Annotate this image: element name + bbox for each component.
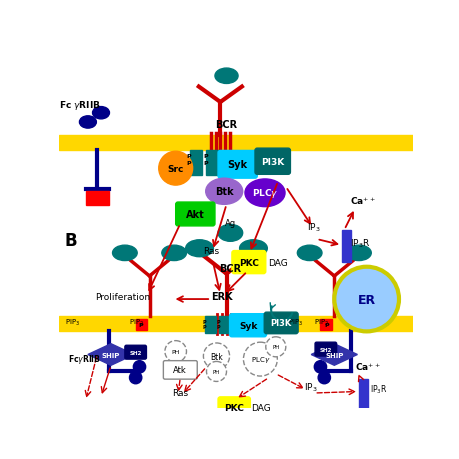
Bar xyxy=(59,316,412,332)
Text: IP$_3$R: IP$_3$R xyxy=(349,237,369,249)
Text: Ca$^{++}$: Ca$^{++}$ xyxy=(349,195,375,207)
Circle shape xyxy=(206,362,226,381)
Circle shape xyxy=(334,267,398,332)
Text: P: P xyxy=(203,154,207,159)
Text: PI3K: PI3K xyxy=(270,319,291,328)
Text: SH2: SH2 xyxy=(319,347,331,352)
FancyBboxPatch shape xyxy=(263,313,297,334)
Text: DAG: DAG xyxy=(251,403,270,412)
Text: SHIP: SHIP xyxy=(101,352,120,358)
Text: P: P xyxy=(139,322,143,327)
Text: PIP$_3$: PIP$_3$ xyxy=(287,317,303,328)
Text: P: P xyxy=(202,325,206,330)
Text: BCR: BCR xyxy=(215,120,237,130)
Circle shape xyxy=(203,343,229,369)
Text: BCR: BCR xyxy=(219,263,241,274)
Text: Akt: Akt xyxy=(186,209,205,219)
Text: ER: ER xyxy=(357,293,375,306)
Ellipse shape xyxy=(79,117,96,129)
Ellipse shape xyxy=(239,240,267,257)
Ellipse shape xyxy=(92,107,109,120)
Text: SH2: SH2 xyxy=(129,350,141,355)
Text: Ca$^{++}$: Ca$^{++}$ xyxy=(354,360,380,372)
Ellipse shape xyxy=(129,372,141,384)
Ellipse shape xyxy=(133,361,146,373)
Ellipse shape xyxy=(112,246,137,261)
FancyBboxPatch shape xyxy=(314,342,336,356)
Text: Proliferation: Proliferation xyxy=(95,292,151,302)
Text: PIP$_3$: PIP$_3$ xyxy=(65,317,80,328)
Text: IP$_3$R: IP$_3$R xyxy=(369,383,387,396)
Circle shape xyxy=(165,341,186,363)
Text: DAG: DAG xyxy=(268,258,287,267)
Ellipse shape xyxy=(297,246,321,261)
FancyBboxPatch shape xyxy=(218,151,257,179)
Text: PH: PH xyxy=(171,349,179,354)
FancyBboxPatch shape xyxy=(229,314,266,337)
Bar xyxy=(205,316,215,333)
Bar xyxy=(189,151,202,176)
Text: PIP$_2$: PIP$_2$ xyxy=(129,317,145,328)
Text: Src: Src xyxy=(167,164,184,174)
Text: PKC: PKC xyxy=(238,258,258,267)
Ellipse shape xyxy=(205,179,242,205)
Text: P: P xyxy=(324,322,328,327)
Text: Ras: Ras xyxy=(172,388,188,397)
Text: P: P xyxy=(216,325,220,330)
Polygon shape xyxy=(311,344,357,365)
Text: PH: PH xyxy=(272,345,279,350)
Text: B: B xyxy=(65,232,77,250)
Ellipse shape xyxy=(313,361,326,373)
Text: P: P xyxy=(203,161,207,166)
Bar xyxy=(135,319,147,330)
Text: PLC$\gamma$: PLC$\gamma$ xyxy=(250,354,269,364)
Text: Btk: Btk xyxy=(214,187,233,197)
Bar xyxy=(358,379,367,409)
Text: ERK: ERK xyxy=(211,291,232,302)
FancyBboxPatch shape xyxy=(231,251,265,274)
Text: Ras: Ras xyxy=(203,246,219,255)
Ellipse shape xyxy=(162,246,186,261)
Text: PIP$_2$: PIP$_2$ xyxy=(313,317,329,328)
Bar xyxy=(59,136,412,151)
Circle shape xyxy=(243,342,277,376)
Text: Fc$\gamma$RIIB: Fc$\gamma$RIIB xyxy=(68,352,101,365)
Text: P: P xyxy=(216,319,220,324)
FancyBboxPatch shape xyxy=(254,149,290,175)
Circle shape xyxy=(158,152,192,186)
Bar xyxy=(341,230,351,263)
FancyBboxPatch shape xyxy=(124,346,146,359)
Text: Atk: Atk xyxy=(173,366,187,375)
FancyBboxPatch shape xyxy=(218,397,250,419)
Text: Syk: Syk xyxy=(227,160,247,170)
FancyBboxPatch shape xyxy=(175,202,214,226)
Circle shape xyxy=(265,337,285,357)
Polygon shape xyxy=(88,344,134,365)
Text: PI3K: PI3K xyxy=(261,157,284,166)
Text: Btk: Btk xyxy=(210,352,223,361)
Text: Fc $\gamma$RIIB: Fc $\gamma$RIIB xyxy=(59,98,100,112)
Text: P: P xyxy=(186,154,190,159)
Bar xyxy=(320,319,331,330)
Bar xyxy=(218,316,229,333)
FancyBboxPatch shape xyxy=(163,361,197,379)
Text: SHIP: SHIP xyxy=(325,352,343,358)
Ellipse shape xyxy=(214,69,238,84)
Ellipse shape xyxy=(346,246,370,261)
Ellipse shape xyxy=(185,240,213,257)
Text: IP$_3$: IP$_3$ xyxy=(303,381,316,393)
Ellipse shape xyxy=(245,179,285,207)
Text: P: P xyxy=(186,161,190,166)
Text: Ag: Ag xyxy=(224,218,235,227)
Text: PH: PH xyxy=(213,369,220,374)
Ellipse shape xyxy=(318,372,330,384)
Bar xyxy=(206,151,218,176)
Text: PKC: PKC xyxy=(224,403,244,412)
Text: PLC$\gamma$: PLC$\gamma$ xyxy=(251,187,278,200)
Ellipse shape xyxy=(218,225,242,242)
Bar xyxy=(85,192,108,206)
Text: IP$_3$: IP$_3$ xyxy=(306,221,319,234)
Text: P: P xyxy=(202,319,206,324)
Text: Syk: Syk xyxy=(238,321,257,330)
